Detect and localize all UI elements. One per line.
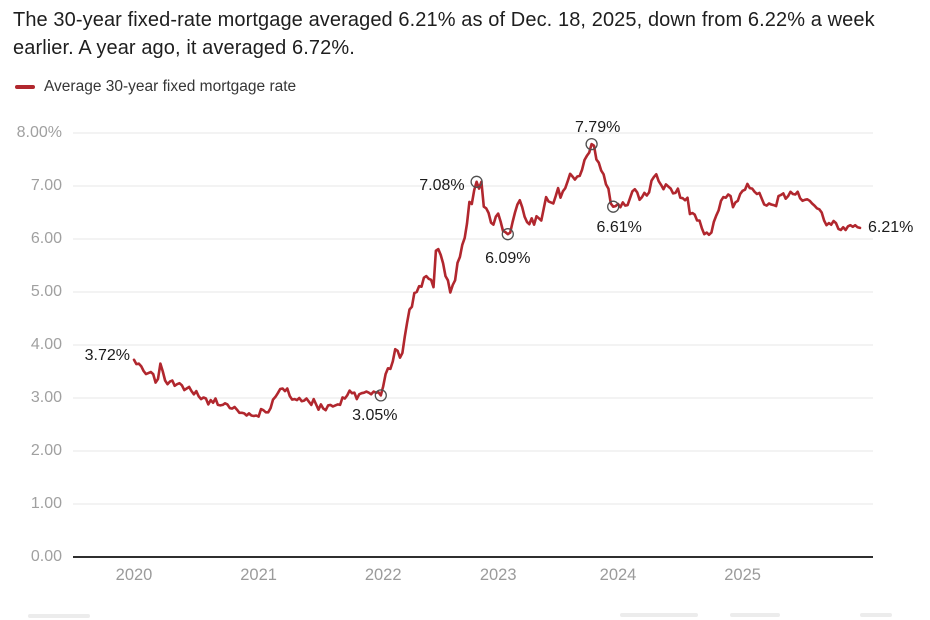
x-axis-tick-label: 2025 [724, 566, 761, 584]
y-axis-tick-label: 6.00 [30, 230, 62, 247]
annotation-label: 6.61% [596, 218, 642, 236]
cropped-caption-remnant [730, 613, 780, 617]
annotation-label: 7.08% [419, 176, 465, 194]
chart-headline: The 30-year fixed-rate mortgage averaged… [13, 6, 918, 62]
y-axis-tick-label: 4.00 [30, 336, 62, 353]
legend: Average 30-year fixed mortgage rate [15, 78, 296, 96]
cropped-caption-remnant [620, 613, 698, 617]
legend-label: Average 30-year fixed mortgage rate [44, 78, 297, 95]
annotation-label: 7.79% [574, 119, 621, 137]
annotation-marker-circle [607, 200, 620, 213]
y-axis-tick-label: 1.00 [30, 495, 62, 512]
annotation-marker-circle [374, 389, 387, 402]
annotation-marker-circle [585, 137, 598, 151]
mortgage-rate-line [132, 142, 862, 418]
x-axis-tick-label: 2023 [479, 566, 517, 584]
annotation-label: 3.72% [84, 346, 130, 364]
chart-headline-line-2: earlier. A year ago, it averaged 6.72%. [13, 37, 355, 59]
y-axis-tick-label: 2.00 [30, 442, 62, 459]
y-axis-tick-label: 3.00 [30, 389, 62, 406]
legend-line-swatch [15, 84, 35, 90]
annotation-label: 3.05% [352, 407, 398, 425]
x-axis-tick-label: 2024 [599, 566, 637, 584]
annotation-label: 6.09% [485, 250, 531, 268]
x-axis-tick-label: 2020 [115, 566, 153, 584]
annotation-marker-circle [501, 228, 514, 241]
y-axis-tick-label: 0.00 [30, 548, 62, 565]
y-axis-tick-label: 8.00% [16, 124, 62, 141]
y-axis-tick-label: 7.00 [30, 177, 62, 194]
annotation-label: 6.21% [868, 218, 914, 236]
cropped-caption-remnant [860, 613, 892, 617]
cropped-caption-remnant [28, 614, 90, 618]
annotation-marker-circle [470, 175, 483, 188]
x-axis-tick-label: 2021 [240, 566, 277, 584]
chart-headline-line-1: The 30-year fixed-rate mortgage averaged… [13, 9, 875, 31]
x-axis-tick-label: 2022 [364, 566, 402, 584]
y-axis-tick-label: 5.00 [30, 283, 62, 300]
